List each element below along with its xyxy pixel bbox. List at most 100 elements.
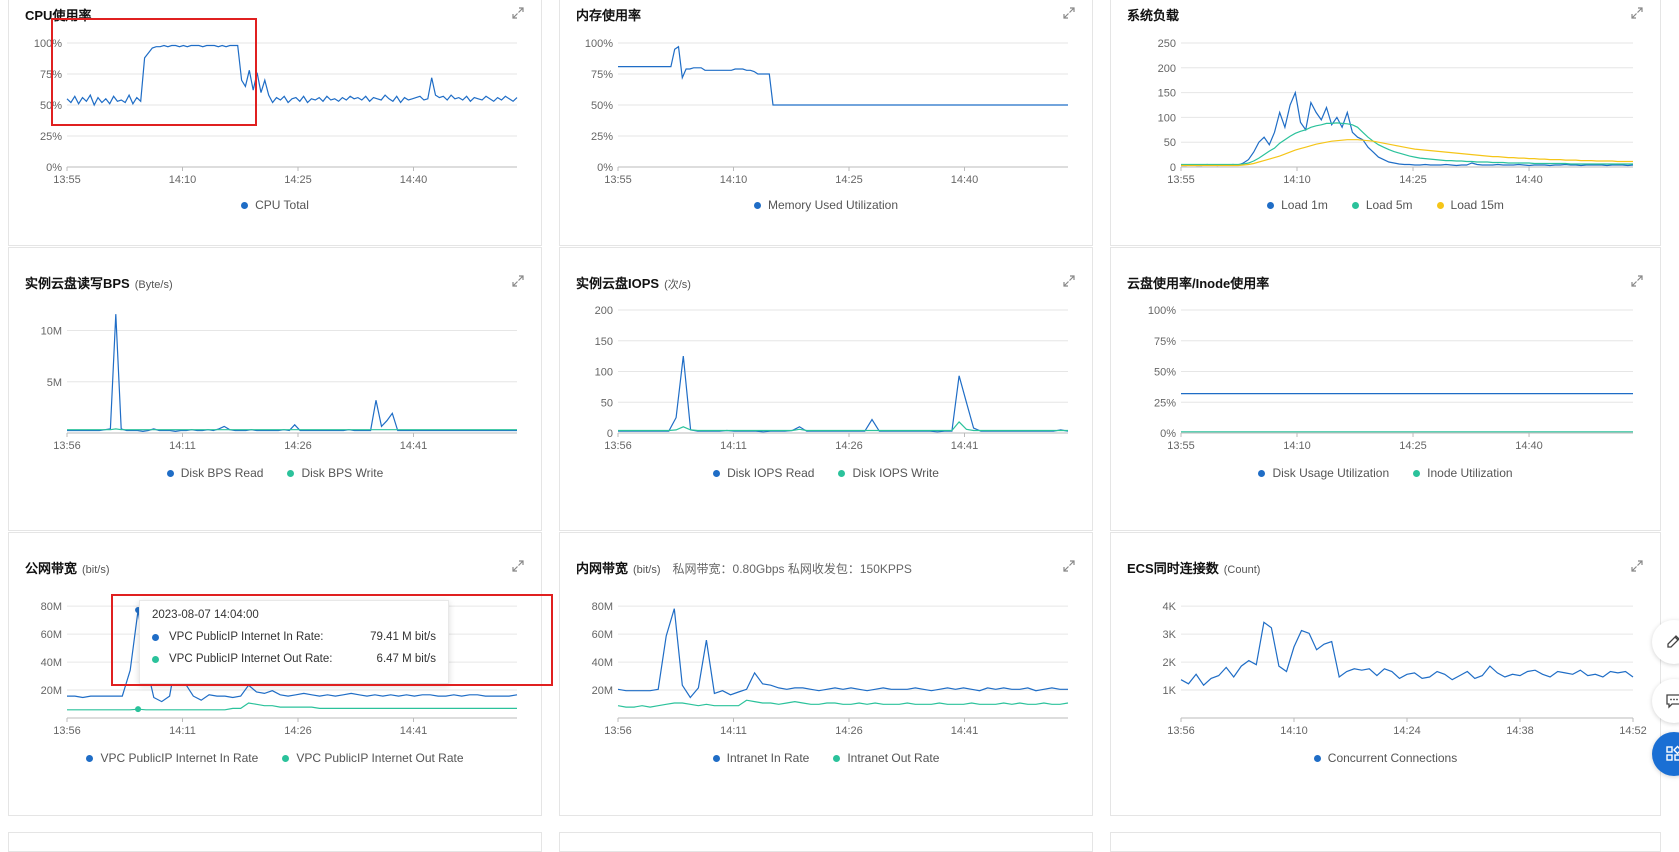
x-tick-label: 14:10 (1280, 725, 1308, 737)
legend-dot (1267, 201, 1275, 209)
y-tick-label: 80M (41, 601, 62, 613)
x-tick-label: 14:41 (951, 440, 979, 452)
line-chart[interactable]: 5M 10M 13:56 14:11 14:26 14:41 (9, 248, 543, 532)
line-chart[interactable]: 0% 25% 50% 75% 100% 13:55 14:10 14:25 14:40 (1111, 248, 1662, 532)
y-tick-label: 0 (607, 428, 613, 440)
chart-title: 公网带宽 (bit/s) (25, 558, 110, 577)
y-tick-label: 5M (47, 377, 62, 389)
tooltip-label: VPC PublicIP Internet Out Rate: (169, 653, 333, 665)
expand-icon[interactable] (1630, 559, 1644, 573)
y-tick-label: 0% (1160, 428, 1176, 440)
y-tick-label: 200 (1158, 63, 1176, 75)
series-line (618, 356, 1069, 433)
chart-card: 内存使用率 0% 25% 50% 75% 100% 13:55 14:10 14:25 14:40… (559, 0, 1093, 246)
legend-item[interactable]: Load 15m (1436, 198, 1504, 212)
chart-card (559, 832, 1093, 852)
chart-card: 内网带宽 (bit/s) 私网带宽：0.80Gbps 私网收发包：150KPPS 20… (559, 532, 1093, 816)
y-tick-label: 10M (41, 326, 62, 338)
y-tick-label: 2K (1163, 657, 1177, 669)
chart-title: 云盘使用率/Inode使用率 (1127, 273, 1269, 292)
x-tick-label: 14:10 (169, 174, 197, 186)
x-tick-label: 14:38 (1506, 725, 1534, 737)
chart-card: 实例云盘读写BPS (Byte/s) 5M 10M 13:56 14:11 14:26 14:… (8, 247, 542, 531)
x-tick-label: 14:24 (1393, 725, 1421, 737)
x-tick-label: 14:25 (284, 174, 312, 186)
x-tick-label: 14:40 (1515, 440, 1543, 452)
line-chart[interactable]: 0% 25% 50% 75% 100% 13:55 14:10 14:25 14:40 (560, 0, 1094, 247)
series-line (617, 699, 1069, 708)
legend-item[interactable]: Disk BPS Write (287, 466, 383, 480)
legend-dot (1351, 201, 1359, 209)
legend-item[interactable]: VPC PublicIP Internet In Rate (86, 751, 258, 765)
x-tick-label: 14:41 (400, 440, 428, 452)
y-tick-label: 50% (1154, 367, 1176, 379)
expand-icon[interactable] (1062, 274, 1076, 288)
chart-title: 内存使用率 (576, 5, 641, 24)
expand-icon[interactable] (511, 6, 525, 20)
x-tick-label: 13:56 (1167, 725, 1195, 737)
x-tick-label: 13:55 (53, 174, 81, 186)
series-line (617, 608, 1068, 699)
chart-card: ECS同时连接数 (Count) 1K 2K 3K 4K 13:56 14:10 14:24 14… (1110, 532, 1661, 816)
legend-label: VPC PublicIP Internet Out Rate (296, 751, 464, 765)
x-tick-label: 14:10 (720, 174, 748, 186)
legend-item[interactable]: Intranet In Rate (712, 751, 810, 765)
legend-item[interactable]: CPU Total (241, 198, 309, 212)
expand-icon[interactable] (511, 559, 525, 573)
line-chart[interactable]: 0 50 100 150 200 13:56 14:11 14:26 14:41 (560, 248, 1094, 532)
line-chart[interactable]: 1K 2K 3K 4K 13:56 14:10 14:24 14:38 14:52 (1111, 533, 1662, 817)
legend-label: Disk IOPS Write (852, 466, 939, 480)
expand-icon[interactable] (1062, 559, 1076, 573)
expand-icon[interactable] (1630, 274, 1644, 288)
legend-label: Inode Utilization (1427, 466, 1513, 480)
legend-label: Load 5m (1365, 198, 1413, 212)
y-tick-label: 250 (1158, 38, 1176, 50)
y-tick-label: 0% (46, 162, 62, 174)
x-tick-label: 14:10 (1283, 440, 1311, 452)
x-tick-label: 14:26 (835, 440, 863, 452)
legend-item[interactable]: Intranet Out Rate (833, 751, 939, 765)
legend-dot (166, 469, 174, 477)
series-line (618, 421, 1068, 432)
x-tick-label: 14:26 (284, 725, 312, 737)
chat-icon (1666, 694, 1679, 709)
chart-title-text: 系统负载 (1127, 8, 1180, 23)
y-tick-label: 100 (595, 367, 613, 379)
line-chart[interactable]: 0 50 100 150 200 250 13:55 14:10 14:25 14:40 (1111, 0, 1662, 247)
y-tick-label: 100% (1148, 305, 1176, 317)
legend-item[interactable]: Inode Utilization (1413, 466, 1513, 480)
series-dot (152, 655, 159, 663)
legend-item[interactable]: Disk IOPS Read (713, 466, 814, 480)
y-tick-label: 40M (592, 657, 613, 669)
legend-item[interactable]: VPC PublicIP Internet Out Rate (282, 751, 464, 765)
chart-title-text: 内存使用率 (576, 8, 642, 23)
expand-icon[interactable] (511, 274, 525, 288)
chart-card: 系统负载 0 50 100 150 200 250 13:55 14:10 14:25 14:40 L… (1110, 0, 1661, 246)
legend-item[interactable]: Memory Used Utilization (753, 198, 898, 212)
legend-label: Intranet In Rate (726, 751, 810, 765)
chart-legend: VPC PublicIP Internet In Rate VPC PublicI… (9, 751, 541, 765)
chart-legend: Load 1m Load 5m Load 15m (1111, 198, 1660, 212)
legend-item[interactable]: Load 5m (1351, 198, 1413, 212)
line-chart[interactable]: 20M 40M 60M 80M 13:56 14:11 14:26 14:41 (560, 533, 1094, 817)
chart-legend: Disk Usage Utilization Inode Utilization (1111, 466, 1660, 480)
y-tick-label: 150 (595, 336, 613, 348)
x-tick-label: 13:55 (1167, 174, 1195, 186)
series-line (67, 428, 517, 431)
series-line (618, 45, 1068, 106)
legend-label: Disk Usage Utilization (1272, 466, 1390, 480)
legend-item[interactable]: Concurrent Connections (1313, 751, 1457, 765)
legend-dot (241, 201, 249, 209)
expand-icon[interactable] (1062, 6, 1076, 20)
legend-item[interactable]: Disk IOPS Write (838, 466, 939, 480)
chart-title: ECS同时连接数 (Count) (1127, 558, 1260, 577)
legend-item[interactable]: Load 1m (1267, 198, 1328, 212)
y-tick-label: 100% (585, 38, 613, 50)
expand-icon[interactable] (1630, 6, 1644, 20)
x-tick-label: 14:26 (835, 725, 863, 737)
chart-legend: CPU Total (9, 198, 541, 212)
legend-item[interactable]: Disk BPS Read (166, 466, 263, 480)
y-tick-label: 100 (1158, 112, 1176, 124)
legend-item[interactable]: Disk Usage Utilization (1258, 466, 1389, 480)
legend-dot (1413, 469, 1421, 477)
